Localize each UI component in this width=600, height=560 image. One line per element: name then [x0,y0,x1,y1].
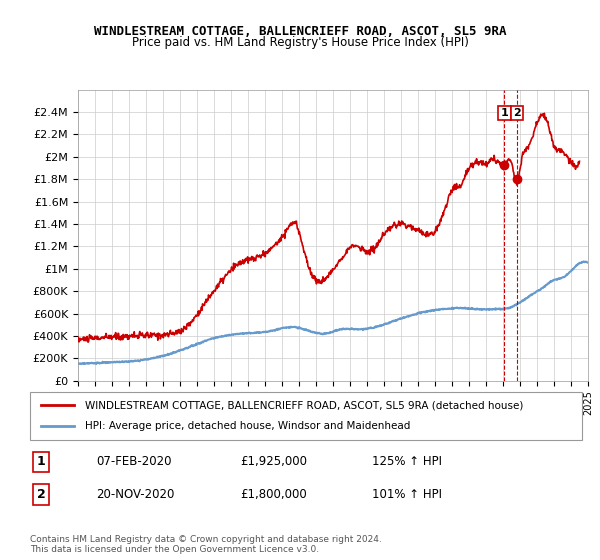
Text: £1,925,000: £1,925,000 [240,455,307,468]
Text: HPI: Average price, detached house, Windsor and Maidenhead: HPI: Average price, detached house, Wind… [85,421,410,431]
Text: 2: 2 [513,108,521,118]
Text: 125% ↑ HPI: 125% ↑ HPI [372,455,442,468]
Text: Price paid vs. HM Land Registry's House Price Index (HPI): Price paid vs. HM Land Registry's House … [131,36,469,49]
Text: £1,800,000: £1,800,000 [240,488,307,501]
Text: 2: 2 [37,488,46,501]
Text: 20-NOV-2020: 20-NOV-2020 [96,488,175,501]
Text: 101% ↑ HPI: 101% ↑ HPI [372,488,442,501]
Text: WINDLESTREAM COTTAGE, BALLENCRIEFF ROAD, ASCOT, SL5 9RA: WINDLESTREAM COTTAGE, BALLENCRIEFF ROAD,… [94,25,506,38]
Text: Contains HM Land Registry data © Crown copyright and database right 2024.
This d: Contains HM Land Registry data © Crown c… [30,535,382,554]
Text: 1: 1 [500,108,508,118]
Text: WINDLESTREAM COTTAGE, BALLENCRIEFF ROAD, ASCOT, SL5 9RA (detached house): WINDLESTREAM COTTAGE, BALLENCRIEFF ROAD,… [85,400,524,410]
FancyBboxPatch shape [30,392,582,440]
Text: 1: 1 [37,455,46,468]
Text: 07-FEB-2020: 07-FEB-2020 [96,455,172,468]
